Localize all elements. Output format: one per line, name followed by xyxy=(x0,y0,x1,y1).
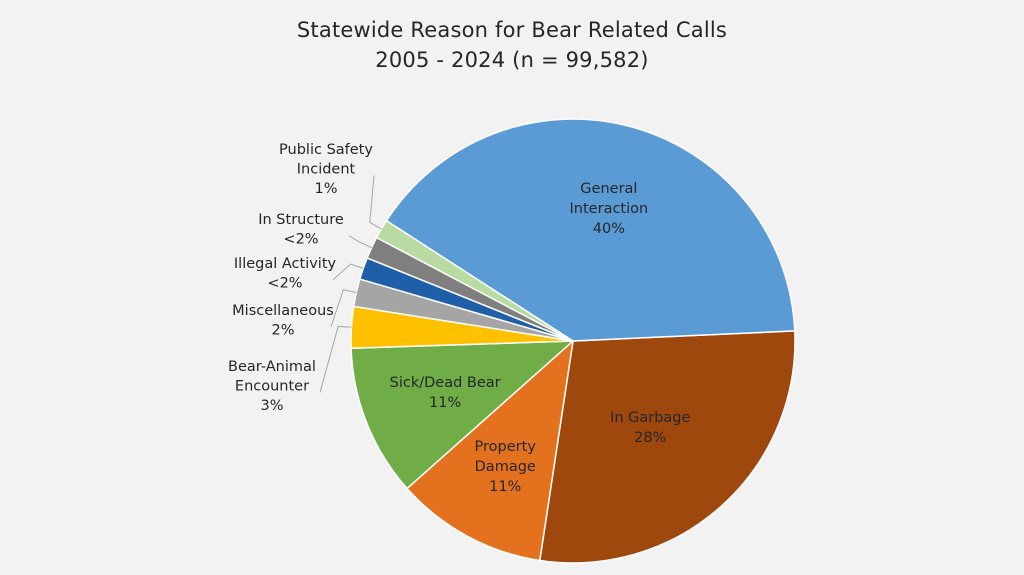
data-label-bear-animal-encounter: Bear-Animal Encounter 3% xyxy=(228,359,316,414)
data-label-public-safety-incident: Public Safety Incident 1% xyxy=(279,142,373,197)
leader-line-illegal-activity xyxy=(332,263,364,281)
leader-line-in-structure xyxy=(348,235,372,249)
data-label-illegal-activity: Illegal Activity <2% xyxy=(234,256,337,292)
data-label-property-damage: Property Damage 11% xyxy=(475,439,537,495)
data-label-in-structure: In Structure <2% xyxy=(258,212,344,248)
chart-subtitle: 2005 - 2024 (n = 99,582) xyxy=(375,48,649,72)
leader-line-miscellaneous xyxy=(330,289,357,327)
data-label-miscellaneous: Miscellaneous 2% xyxy=(232,303,334,339)
pie-slice-property-damage xyxy=(406,339,575,562)
data-label-sick-dead-bear: Sick/Dead Bear 11% xyxy=(390,375,501,411)
pie-slice-sick-dead-bear xyxy=(350,340,576,490)
chart-title: Statewide Reason for Bear Related Calls xyxy=(296,18,728,42)
leader-line-bear-animal-encounter xyxy=(319,325,352,393)
data-label-general-interaction: General Interaction 40% xyxy=(570,181,649,237)
leader-line-public-safety-incident xyxy=(369,175,382,230)
data-label-in-garbage: In Garbage 28% xyxy=(610,410,690,446)
pie-slice-general-interaction xyxy=(385,118,796,342)
pie-slice-in-garbage xyxy=(538,330,796,564)
